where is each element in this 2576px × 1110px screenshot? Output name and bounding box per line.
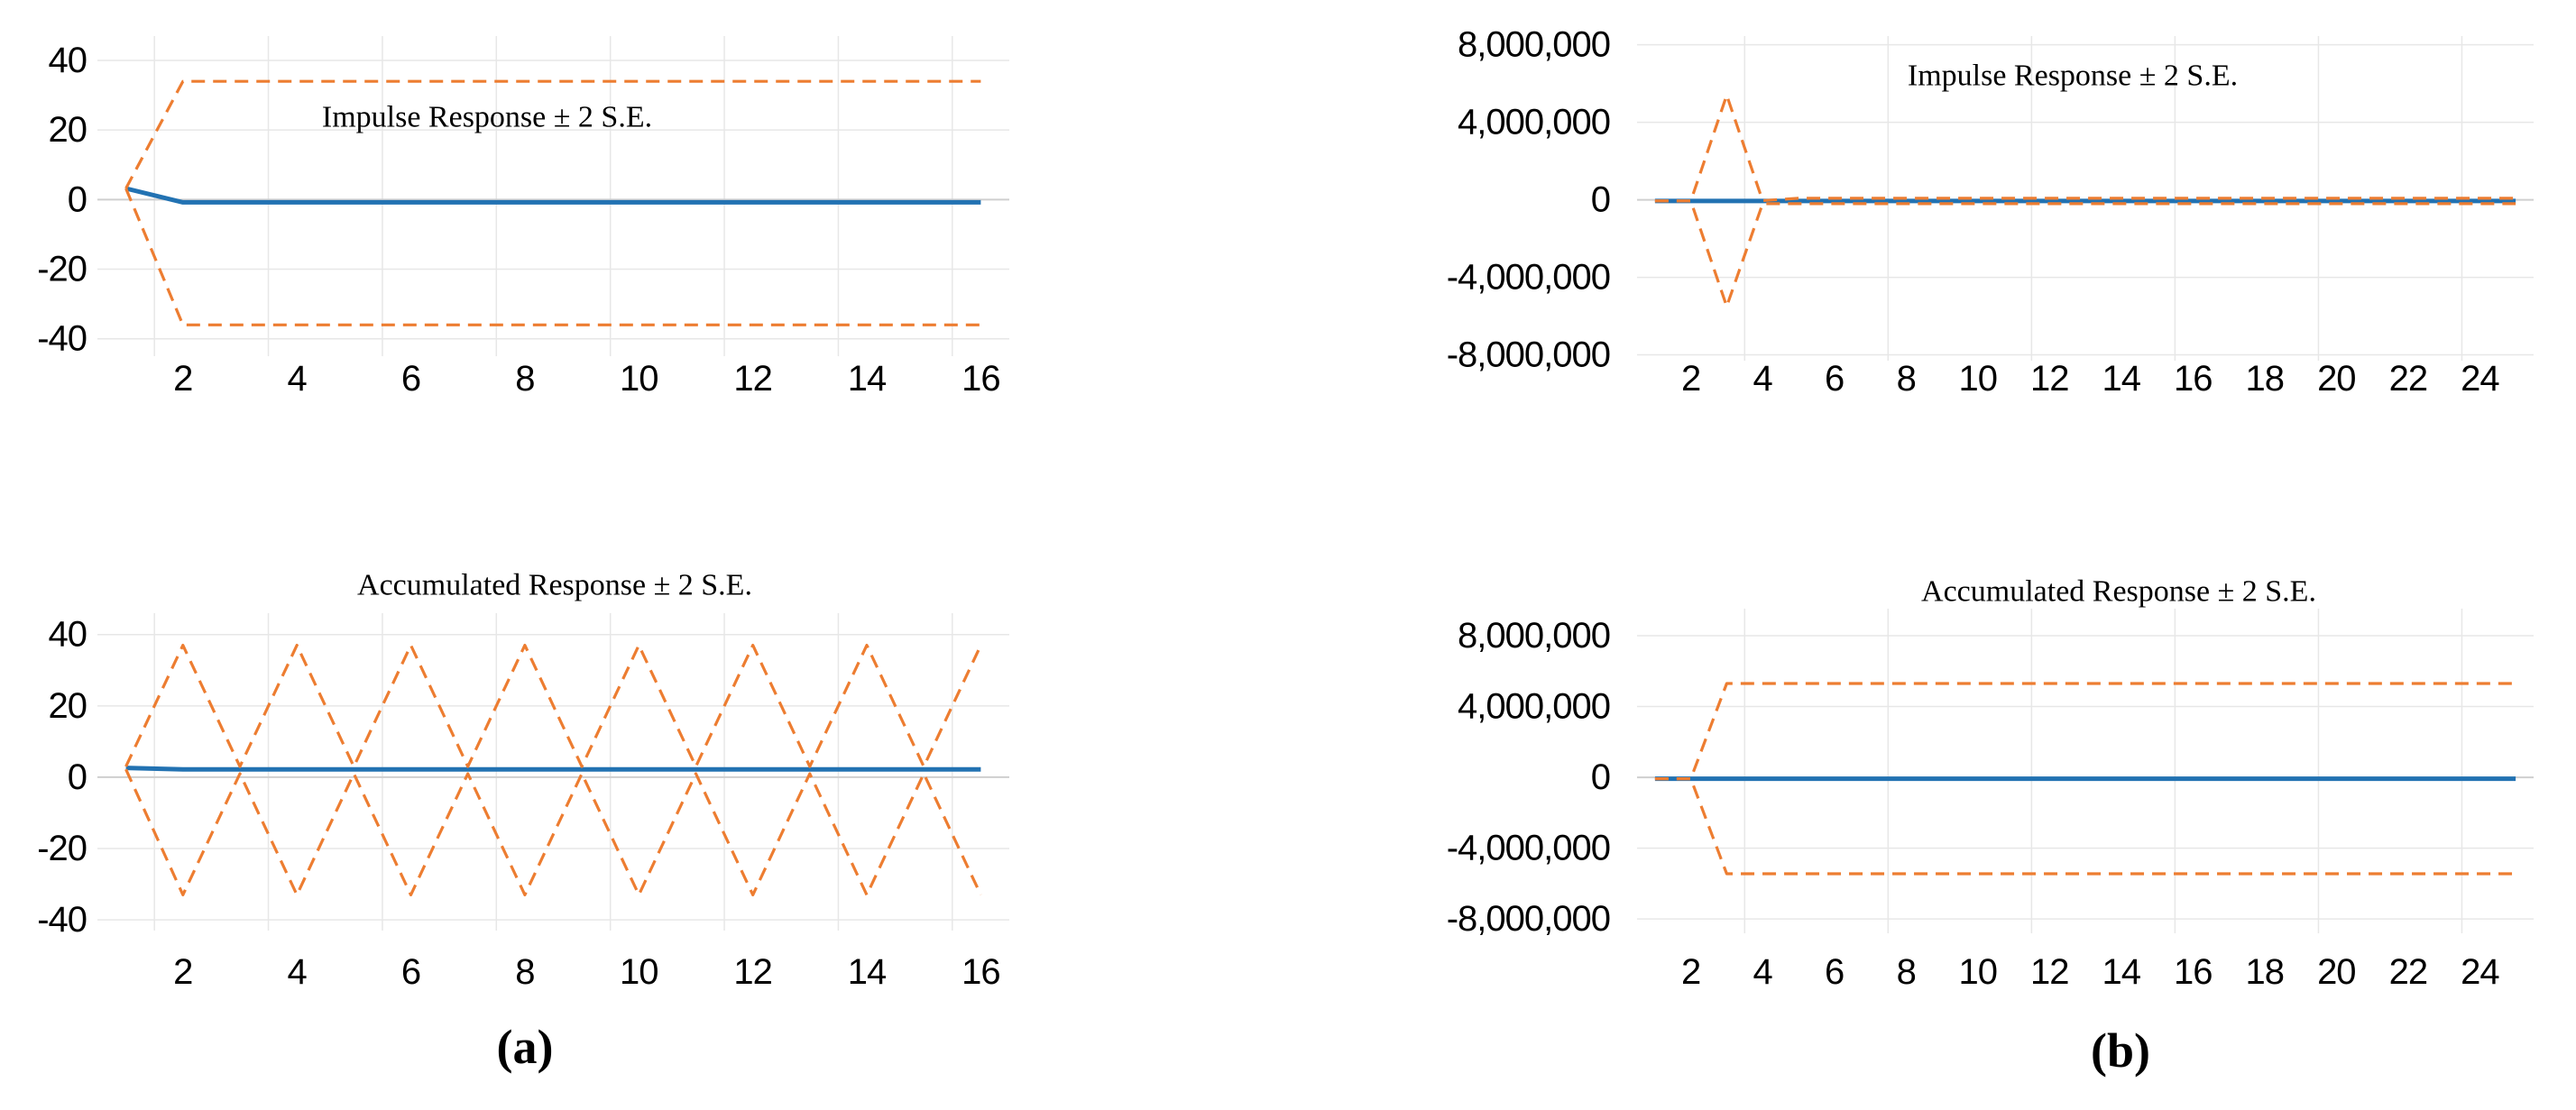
h-gridlines: [1637, 43, 2534, 356]
v-gridlines: [1743, 609, 2463, 933]
svg-text:12: 12: [2030, 359, 2069, 399]
panel-label-a: (a): [496, 1020, 554, 1074]
impulse-chart-b: 8,000,000 4,000,000 0 -4,000,000 -8,000,000 2…: [1447, 25, 2534, 399]
y-tick-labels: 40 20 0 -20 -40: [37, 615, 87, 940]
svg-text:6: 6: [1825, 952, 1844, 992]
v-gridlines: [153, 36, 953, 356]
svg-text:8: 8: [1897, 359, 1916, 399]
svg-text:40: 40: [49, 615, 87, 655]
svg-text:20: 20: [2317, 359, 2356, 399]
svg-text:2: 2: [1681, 952, 1700, 992]
svg-text:10: 10: [620, 952, 658, 992]
svg-text:10: 10: [1958, 952, 1997, 992]
y-tick-labels: 40 20 0 -20 -40: [37, 41, 87, 359]
chart-title: Impulse Response ± 2 S.E.: [322, 101, 652, 134]
accumulated-chart-b: 8,000,000 4,000,000 0 -4,000,000 -8,000,000 2…: [1447, 575, 2534, 992]
chart-title: Accumulated Response ± 2 S.E.: [357, 569, 752, 602]
svg-text:-20: -20: [37, 250, 87, 289]
x-tick-labels: 2 4 6 8 10 12 14 16 18 20 22 24: [1681, 952, 2500, 992]
x-tick-labels: 2 4 6 8 10 12 14 16: [173, 359, 1001, 399]
h-gridlines: [97, 60, 1009, 340]
svg-text:2: 2: [173, 359, 192, 399]
response-line: [125, 186, 981, 205]
svg-text:4: 4: [1753, 952, 1773, 992]
svg-text:14: 14: [2102, 952, 2141, 992]
accumulated-chart-a: 40 20 0 -20 -40 2 4 6 8 10 12 14 16 Accumulated Respo…: [37, 569, 1009, 992]
svg-text:20: 20: [2317, 952, 2356, 992]
svg-text:18: 18: [2246, 952, 2285, 992]
svg-text:4,000,000: 4,000,000: [1458, 687, 1610, 727]
v-gridlines: [153, 613, 953, 931]
svg-text:-8,000,000: -8,000,000: [1447, 899, 1610, 939]
svg-text:4,000,000: 4,000,000: [1458, 103, 1610, 142]
svg-text:-4,000,000: -4,000,000: [1447, 258, 1610, 298]
svg-text:-4,000,000: -4,000,000: [1447, 829, 1610, 868]
svg-text:4: 4: [288, 359, 308, 399]
y-tick-labels: 8,000,000 4,000,000 0 -4,000,000 -8,000,000: [1447, 25, 1611, 375]
svg-text:6: 6: [401, 952, 420, 992]
svg-text:12: 12: [2030, 952, 2069, 992]
lower-band-line: [124, 768, 982, 897]
svg-text:16: 16: [961, 952, 1000, 992]
svg-text:8: 8: [515, 359, 534, 399]
panel-label-b: (b): [2091, 1023, 2150, 1078]
svg-text:24: 24: [2461, 359, 2499, 399]
svg-text:4: 4: [288, 952, 308, 992]
svg-text:16: 16: [2174, 359, 2213, 399]
svg-text:10: 10: [1958, 359, 1997, 399]
x-tick-labels: 2 4 6 8 10 12 14 16 18 20 22 24: [1681, 359, 2500, 399]
svg-text:0: 0: [68, 757, 87, 797]
svg-text:0: 0: [68, 179, 87, 219]
svg-text:20: 20: [49, 110, 87, 150]
svg-text:20: 20: [49, 686, 87, 726]
svg-text:2: 2: [173, 952, 192, 992]
h-gridlines: [1637, 635, 2534, 920]
svg-text:22: 22: [2389, 359, 2428, 399]
svg-text:8,000,000: 8,000,000: [1458, 616, 1610, 656]
upper-band-line: [1654, 93, 2516, 203]
svg-text:8: 8: [1897, 952, 1916, 992]
impulse-chart-a: 40 20 0 -20 -40 2 4 6 8 10 12 14 16 Impulse Response …: [37, 36, 1009, 399]
x-tick-labels: 2 4 6 8 10 12 14 16: [173, 952, 1001, 992]
svg-text:10: 10: [620, 359, 658, 399]
svg-text:14: 14: [848, 952, 887, 992]
svg-text:16: 16: [2174, 952, 2213, 992]
svg-text:18: 18: [2246, 359, 2285, 399]
svg-text:16: 16: [961, 359, 1000, 399]
svg-text:-40: -40: [37, 900, 87, 940]
upper-band-line: [124, 643, 982, 768]
svg-text:14: 14: [2102, 359, 2141, 399]
svg-text:22: 22: [2389, 952, 2428, 992]
svg-text:14: 14: [848, 359, 887, 399]
chart-title: Impulse Response ± 2 S.E.: [1908, 60, 2238, 93]
lower-band-line: [124, 188, 981, 326]
svg-text:24: 24: [2461, 952, 2499, 992]
svg-text:2: 2: [1681, 359, 1700, 399]
svg-text:12: 12: [733, 952, 772, 992]
response-line: [125, 766, 981, 772]
svg-text:6: 6: [1825, 359, 1844, 399]
svg-text:4: 4: [1753, 359, 1773, 399]
svg-text:8: 8: [515, 952, 534, 992]
svg-text:6: 6: [401, 359, 420, 399]
svg-text:12: 12: [733, 359, 772, 399]
upper-band-line: [1654, 682, 2516, 781]
upper-band-line: [124, 79, 981, 189]
lower-band-line: [1654, 199, 2516, 308]
lower-band-line: [1654, 776, 2516, 876]
svg-text:0: 0: [1591, 757, 1610, 797]
svg-text:8,000,000: 8,000,000: [1458, 25, 1610, 65]
svg-text:-8,000,000: -8,000,000: [1447, 335, 1610, 375]
svg-text:-40: -40: [37, 319, 87, 359]
chart-title: Accumulated Response ± 2 S.E.: [1921, 575, 2316, 609]
svg-text:40: 40: [49, 41, 87, 80]
y-tick-labels: 8,000,000 4,000,000 0 -4,000,000 -8,000,000: [1447, 616, 1611, 939]
svg-text:-20: -20: [37, 829, 87, 868]
svg-text:0: 0: [1591, 180, 1610, 220]
